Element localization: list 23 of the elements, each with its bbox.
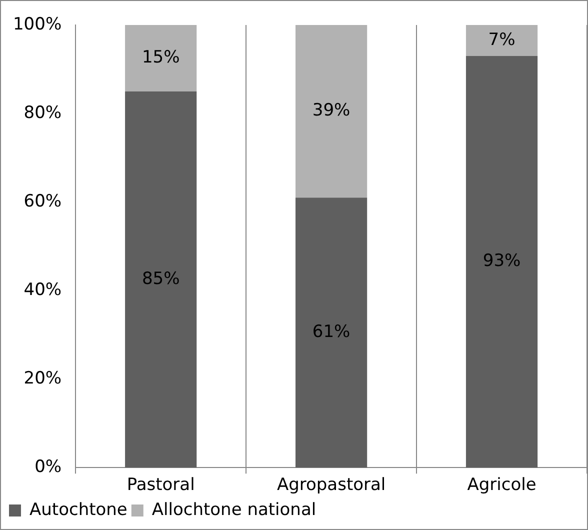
data-label: 61% [312, 322, 350, 342]
data-label: 93% [482, 251, 521, 272]
y-tick-label: 60% [24, 191, 62, 212]
bar [466, 56, 538, 468]
legend-label: Allochtone national [152, 500, 316, 520]
bar [296, 25, 368, 198]
bar [296, 198, 368, 468]
legend-label: Autochtone [30, 500, 128, 520]
y-tick-label: 0% [34, 457, 62, 478]
data-label: 15% [142, 48, 180, 68]
data-label: 85% [142, 268, 180, 289]
data-label: 7% [488, 30, 516, 50]
x-tick-label: Pastoral [126, 475, 195, 496]
bar [125, 25, 197, 92]
x-tick-label: Agricole [467, 475, 536, 496]
y-tick-label: 40% [24, 280, 62, 300]
bar [125, 91, 197, 468]
y-tick-label: 20% [24, 368, 62, 388]
bar [466, 25, 538, 56]
y-tick-label: 80% [24, 102, 62, 123]
y-tick-label: 100% [12, 14, 62, 34]
x-tick-label: Agropastoral [276, 475, 386, 496]
data-label: 39% [312, 100, 350, 121]
